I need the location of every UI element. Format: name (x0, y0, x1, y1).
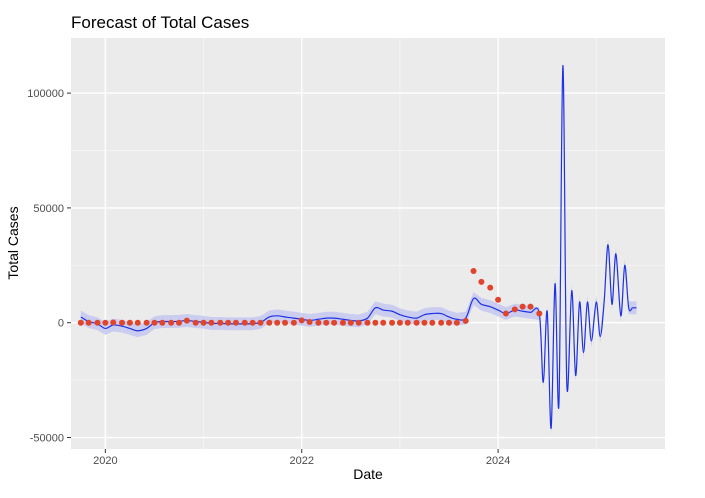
observed-point (315, 319, 322, 326)
observed-point (495, 296, 502, 303)
observed-point (274, 319, 281, 326)
observed-point (200, 319, 207, 326)
observed-point (331, 319, 338, 326)
observed-points (77, 268, 543, 326)
observed-point (208, 319, 215, 326)
observed-point (110, 319, 117, 326)
observed-point (355, 319, 362, 326)
observed-point (389, 319, 396, 326)
observed-point (536, 310, 543, 317)
observed-point (298, 317, 305, 324)
y-tick-label: 0 (58, 318, 64, 330)
observed-point (446, 319, 452, 326)
observed-point (519, 303, 526, 310)
observed-point (347, 319, 354, 326)
observed-point (323, 319, 330, 326)
observed-point (487, 284, 494, 291)
observed-point (143, 319, 150, 326)
observed-point (225, 319, 232, 326)
minor-gridlines (71, 38, 665, 449)
observed-point (396, 319, 403, 326)
x-tick-label: 2020 (93, 455, 117, 467)
observed-point (126, 319, 133, 326)
x-tick-label: 2022 (289, 455, 313, 467)
observed-point (380, 319, 387, 326)
observed-point (438, 319, 445, 326)
observed-point (339, 319, 346, 326)
observed-point (217, 319, 224, 326)
observed-point (511, 306, 518, 313)
plot-panel (71, 38, 665, 449)
y-tick-label: 50000 (33, 203, 64, 215)
observed-point (85, 319, 92, 326)
observed-point (183, 317, 190, 324)
observed-point (266, 319, 273, 326)
observed-point (241, 319, 248, 326)
observed-point (192, 319, 199, 326)
observed-point (372, 319, 379, 326)
observed-point (470, 268, 477, 275)
chart-title: Forecast of Total Cases (71, 13, 249, 32)
observed-point (94, 319, 101, 326)
observed-point (232, 319, 239, 326)
observed-point (159, 319, 166, 326)
observed-point (134, 319, 141, 326)
observed-point (77, 319, 84, 326)
y-tick-label: 100000 (27, 88, 64, 100)
observed-point (462, 317, 469, 324)
observed-point (429, 319, 436, 326)
observed-point (290, 319, 297, 326)
observed-point (527, 303, 534, 310)
x-axis-title: Date (353, 466, 383, 482)
observed-point (421, 319, 428, 326)
y-tick-label: -50000 (30, 433, 64, 445)
observed-point (176, 319, 182, 326)
x-tick-label: 2024 (486, 455, 510, 467)
observed-point (306, 319, 313, 326)
observed-point (168, 319, 175, 326)
observed-point (364, 319, 371, 326)
observed-point (119, 319, 126, 326)
observed-point (502, 310, 509, 317)
y-axis-ticks: -50000 0 50000 100000 (27, 88, 71, 445)
observed-point (249, 319, 256, 326)
observed-point (102, 319, 109, 326)
observed-point (413, 319, 420, 326)
observed-point (478, 278, 485, 285)
y-axis-title: Total Cases (5, 206, 21, 279)
observed-point (151, 319, 158, 326)
observed-point (282, 319, 289, 326)
observed-point (404, 319, 411, 326)
x-axis-ticks: 2020 2022 2024 (93, 449, 510, 467)
observed-point (257, 319, 264, 326)
observed-point (453, 319, 460, 326)
